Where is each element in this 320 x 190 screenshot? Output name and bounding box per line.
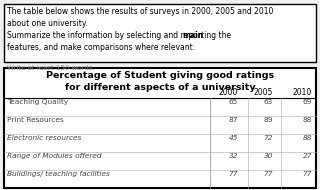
Text: 69: 69	[303, 99, 312, 105]
Text: 27: 27	[302, 153, 312, 159]
Text: Buildings/ teaching facilities: Buildings/ teaching facilities	[7, 171, 110, 177]
Text: 87: 87	[228, 117, 238, 123]
Text: Electronic resources: Electronic resources	[7, 135, 81, 141]
Text: 88: 88	[302, 117, 312, 123]
FancyBboxPatch shape	[4, 68, 316, 188]
Text: 72: 72	[263, 135, 273, 141]
Text: features, and make comparisons where relevant.: features, and make comparisons where rel…	[7, 43, 195, 52]
Text: The table below shows the results of surveys in 2000, 2005 and 2010: The table below shows the results of sur…	[7, 7, 273, 16]
FancyBboxPatch shape	[4, 4, 316, 62]
Text: Range of Modules offered: Range of Modules offered	[7, 153, 101, 159]
Text: 32: 32	[228, 153, 238, 159]
Text: Summarize the information by selecting and reporting the: Summarize the information by selecting a…	[7, 31, 234, 40]
Text: Teaching Quality: Teaching Quality	[7, 99, 68, 105]
Text: 2000: 2000	[219, 88, 238, 97]
Text: 63: 63	[264, 99, 273, 105]
Text: 2010: 2010	[293, 88, 312, 97]
Text: 30: 30	[263, 153, 273, 159]
Text: 45: 45	[228, 135, 238, 141]
Text: about one university.: about one university.	[7, 19, 88, 28]
Text: 65: 65	[229, 99, 238, 105]
Text: 77: 77	[228, 171, 238, 177]
Text: main: main	[182, 31, 204, 40]
Text: 88: 88	[302, 135, 312, 141]
Text: 2005: 2005	[254, 88, 273, 97]
Text: 77: 77	[263, 171, 273, 177]
Text: Print Resources: Print Resources	[7, 117, 64, 123]
Text: Percentage of Student giving good ratings: Percentage of Student giving good rating…	[46, 71, 274, 80]
Text: 77: 77	[302, 171, 312, 177]
Text: 89: 89	[263, 117, 273, 123]
Text: Write at least 150 words.: Write at least 150 words.	[7, 65, 95, 71]
Text: for different aspects of a university: for different aspects of a university	[65, 83, 255, 92]
